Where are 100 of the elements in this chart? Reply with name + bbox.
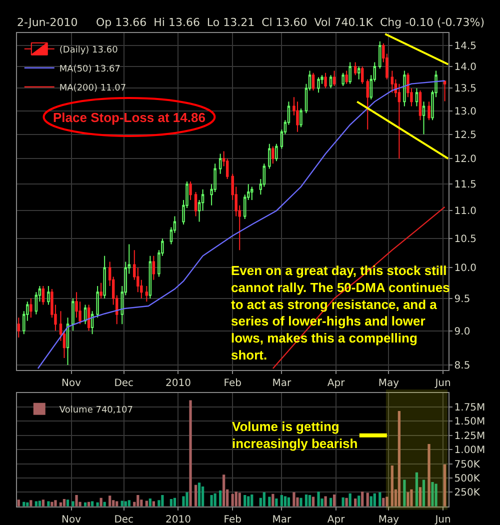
- bar: [136, 495, 140, 506]
- bar: [120, 500, 124, 506]
- candlestick: [250, 186, 254, 200]
- y-tick-label: 1.25M: [454, 430, 486, 442]
- y-tick-label: 250K: [454, 488, 480, 499]
- candlestick: [272, 146, 274, 164]
- bar: [272, 494, 274, 506]
- candlestick: [415, 88, 418, 107]
- bar: [431, 482, 434, 506]
- y-tick-label: 1.00M: [454, 445, 486, 456]
- y-tick-label: 750K: [454, 459, 480, 470]
- bar: [370, 496, 372, 506]
- y-tick-label: 1.75M: [454, 402, 486, 414]
- x-tick-label: Feb: [224, 378, 242, 389]
- y-tick-label: 13.0: [454, 106, 477, 118]
- bar: [418, 487, 422, 506]
- bar: [54, 500, 57, 506]
- candlestick: [324, 72, 327, 89]
- x-tick-label: Dec: [114, 378, 134, 389]
- bar: [194, 484, 198, 506]
- bar: [47, 501, 50, 506]
- candlestick: [345, 70, 348, 84]
- x-tick-label: Apr: [327, 514, 346, 525]
- y-tick-label: 9.0: [454, 326, 470, 338]
- candlestick: [332, 70, 336, 87]
- x-tick-label: Jun: [434, 514, 451, 525]
- x-tick-label: 2010: [166, 378, 191, 389]
- candlestick: [42, 285, 45, 306]
- y-tick-label: 1.50M: [454, 416, 486, 428]
- legend-label: Volume 740,107: [59, 405, 133, 416]
- bar: [182, 496, 185, 506]
- x-tick-label: Dec: [114, 514, 134, 525]
- bar: [398, 411, 401, 506]
- bar: [292, 492, 296, 506]
- candlestick: [30, 298, 32, 318]
- candlestick: [145, 285, 148, 302]
- candlestick: [428, 101, 430, 121]
- y-tick-label: 14.0: [454, 62, 477, 73]
- candlestick: [47, 285, 50, 306]
- candlestick: [66, 317, 70, 366]
- bar: [198, 482, 201, 506]
- candlestick: [312, 72, 315, 91]
- bar: [189, 400, 192, 506]
- y-tick-label: 11.0: [454, 206, 477, 218]
- candlestick: [348, 62, 352, 84]
- x-tick-label: Mar: [272, 378, 292, 389]
- candlestick: [194, 191, 198, 217]
- bar: [304, 494, 308, 506]
- candlestick: [317, 76, 320, 94]
- bar: [406, 492, 410, 506]
- y-tick-label: 10.0: [454, 263, 477, 274]
- bar: [128, 500, 130, 506]
- candlestick: [443, 80, 446, 102]
- bar: [317, 492, 320, 506]
- bar: [238, 492, 241, 506]
- bar: [434, 484, 438, 506]
- candlestick: [268, 143, 271, 170]
- candlestick: [152, 255, 156, 280]
- candlestick: [366, 78, 369, 130]
- bar: [161, 495, 164, 506]
- y-tick-label: 12.5: [454, 130, 477, 141]
- candlestick: [418, 90, 422, 121]
- candlestick: [300, 108, 302, 128]
- y-tick-label: 500K: [454, 474, 480, 485]
- bar: [50, 502, 54, 506]
- bar: [62, 499, 66, 506]
- x-tick-label: Apr: [327, 378, 346, 389]
- bar: [262, 492, 266, 506]
- chart-subtitle: Op 13.66 Hi 13.66 Lo 13.21 Cl 13.60 Vol 740.1K Chg -0.10 (-0.73%): [96, 16, 485, 29]
- candlestick: [90, 310, 94, 335]
- legend-label: (Daily) 13.60: [59, 45, 118, 56]
- candlestick: [329, 74, 332, 89]
- bar: [75, 495, 78, 506]
- bar: [96, 502, 99, 506]
- candlestick: [390, 70, 394, 94]
- y-tick-label: 13.5: [454, 84, 477, 95]
- candlestick: [398, 83, 401, 160]
- candlestick: [96, 285, 99, 318]
- bar: [244, 495, 246, 506]
- bar: [145, 500, 148, 506]
- candlestick: [358, 66, 360, 80]
- bar: [222, 474, 226, 506]
- candlestick: [378, 40, 382, 70]
- bar: [428, 444, 430, 506]
- bar: [361, 492, 364, 506]
- candlestick: [403, 70, 406, 107]
- legend-label: MA(200) 11.07: [59, 83, 126, 94]
- y-tick-label: 10.5: [454, 234, 477, 246]
- bar: [332, 494, 336, 506]
- bar: [348, 493, 352, 506]
- x-tick-label: May: [378, 378, 400, 389]
- candlestick: [84, 304, 87, 325]
- candlestick: [361, 66, 364, 84]
- bar: [234, 492, 238, 506]
- candlestick: [218, 153, 222, 174]
- candlestick: [275, 143, 278, 162]
- bar: [66, 500, 70, 506]
- x-tick-label: Nov: [61, 378, 82, 389]
- bar: [42, 500, 45, 506]
- annotation: Place Stop-Loss at 14.86: [53, 110, 206, 125]
